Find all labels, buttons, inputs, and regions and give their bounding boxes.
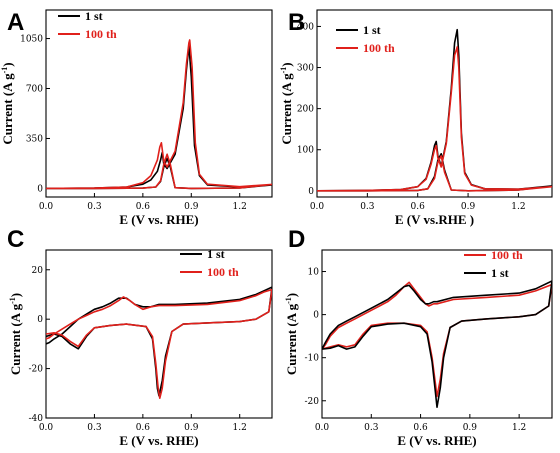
panel-d-letter: D — [288, 226, 305, 253]
x-tick-label: 0.3 — [87, 423, 102, 433]
y-tick-label: 20 — [32, 266, 44, 276]
panel-c: 0.0 0.3 0.6 0.9 1.2 20 0 -20 -40 E (V vs. RHE) Cur… — [8, 247, 273, 448]
y-tick-label: 300 — [297, 64, 314, 74]
x-axis-label: E (V vs. RHE) — [119, 433, 198, 448]
series-line-1 — [46, 44, 272, 190]
x-axis-label: E (V vs. RHE) — [119, 212, 198, 227]
y-tick-label: 0 — [313, 311, 319, 321]
y-tick-label: 0 — [308, 187, 314, 197]
legend-label: 1 st — [85, 9, 103, 23]
x-tick-label: 1.2 — [233, 423, 247, 433]
x-tick-label: 0.0 — [39, 423, 54, 433]
panel-a-frame — [45, 9, 273, 198]
x-tick-label: 0.6 — [411, 202, 426, 212]
x-tick-label: 0.3 — [364, 423, 379, 433]
legend-label: 100 th — [363, 41, 395, 55]
y-tick-label: -20 — [305, 397, 320, 407]
x-tick-label: 0.6 — [413, 423, 428, 433]
series-line-2 — [317, 46, 552, 192]
x-tick-label: 0.6 — [136, 202, 151, 212]
y-tick-label: -20 — [29, 365, 44, 375]
x-tick-label: 0.6 — [136, 423, 151, 433]
series-line-2 — [46, 39, 272, 190]
y-axis-label: Current (A g-1) — [284, 293, 299, 375]
y-tick-label: 350 — [26, 134, 43, 144]
series-line-2 — [322, 280, 552, 408]
series-line-2 — [46, 288, 272, 399]
panel-b-frame — [316, 9, 553, 198]
legend-label: 100 th — [85, 27, 117, 41]
y-tick-label: 100 — [297, 146, 314, 156]
y-tick-label: 1050 — [20, 35, 43, 45]
y-axis-label: Current (A g-1) — [8, 293, 23, 375]
legend-label: 100 th — [491, 248, 523, 262]
x-tick-label: 0.3 — [87, 202, 102, 212]
y-tick-label: -40 — [29, 414, 44, 424]
y-tick-label: 200 — [297, 105, 314, 115]
x-tick-label: 0.0 — [310, 202, 325, 212]
x-tick-label: 1.2 — [233, 202, 247, 212]
panel-d-frame — [321, 249, 553, 419]
y-tick-label: 0 — [37, 184, 43, 194]
y-axis-label: Current (A g-1) — [0, 62, 15, 144]
x-tick-label: 0.3 — [360, 202, 375, 212]
x-tick-label: 0.9 — [184, 202, 199, 212]
series-line-1 — [317, 28, 552, 192]
panel-b-letter: B — [288, 9, 305, 36]
legend-label: 1 st — [207, 247, 225, 261]
x-axis-label: E (V vs.RHE ) — [395, 212, 474, 227]
x-tick-label: 0.9 — [184, 423, 199, 433]
x-tick-label: 1.2 — [511, 202, 525, 212]
legend-label: 1 st — [363, 23, 381, 37]
x-tick-label: 0.0 — [39, 202, 54, 212]
panel-d: 0.0 0.3 0.6 0.9 1.2 10 0 -10 -20 E (V vs. RHE) Cur… — [284, 248, 553, 448]
panel-a: 0.0 0.3 0.6 0.9 1.2 0 350 700 1050 E (V vs. RHE) C… — [0, 9, 273, 227]
y-tick-label: 10 — [308, 268, 320, 278]
panel-b: 0.0 0.3 0.6 0.9 1.2 0 100 200 300 400 E (V vs.RHE … — [279, 9, 553, 227]
series-line-1 — [46, 286, 272, 397]
x-tick-label: 0.0 — [315, 423, 330, 433]
x-tick-label: 0.9 — [461, 202, 476, 212]
panel-c-letter: C — [7, 226, 24, 253]
y-tick-label: 0 — [37, 315, 43, 325]
y-tick-label: -10 — [305, 354, 320, 364]
series-line-1 — [322, 281, 552, 398]
legend-label: 100 th — [207, 265, 239, 279]
y-axis-label: Current (A g-1) — [279, 62, 294, 144]
y-tick-label: 400 — [297, 22, 314, 32]
y-tick-label: 700 — [26, 85, 43, 95]
x-axis-label: E (V vs. RHE) — [397, 433, 476, 448]
x-tick-label: 0.9 — [463, 423, 478, 433]
x-tick-label: 1.2 — [512, 423, 526, 433]
panel-a-letter: A — [7, 9, 24, 36]
legend-label: 1 st — [491, 266, 509, 280]
